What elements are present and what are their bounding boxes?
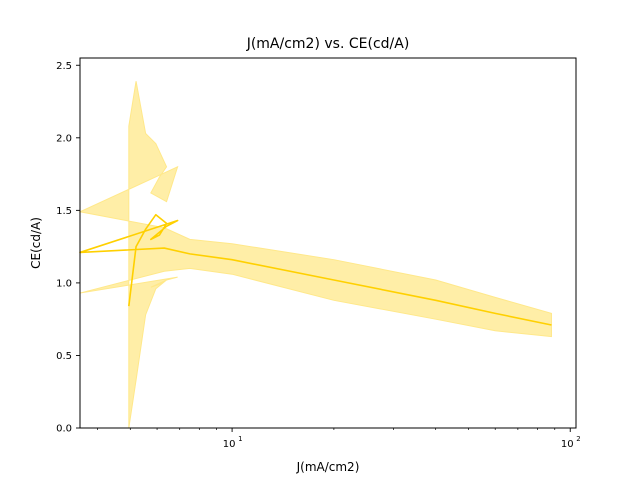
y-tick-label: 0.5 <box>56 351 72 362</box>
x-tick-label: 10 <box>223 439 236 450</box>
x-tick-exponent: 2 <box>576 435 580 443</box>
x-axis: 10 1 10 2 <box>97 428 581 450</box>
y-tick-label: 1.5 <box>56 206 72 217</box>
axes-frame <box>79 57 577 429</box>
y-axis-label: CE(cd/A) <box>29 217 43 269</box>
chart-title: J(mA/cm2) vs. CE(cd/A) <box>246 36 410 52</box>
y-axis: 0.0 0.5 1.0 1.5 2.0 2.5 <box>56 61 80 435</box>
confidence-band <box>78 81 552 429</box>
x-tick-label: 10 <box>561 439 574 450</box>
y-tick-label: 0.0 <box>56 424 72 435</box>
x-axis-label: J(mA/cm2) <box>296 460 360 474</box>
x-tick-exponent: 1 <box>238 435 242 443</box>
y-tick-label: 2.5 <box>56 61 72 72</box>
series-line <box>79 213 552 326</box>
y-tick-label: 1.0 <box>56 278 72 289</box>
y-tick-label: 2.0 <box>56 133 72 144</box>
plot-area <box>78 81 552 429</box>
